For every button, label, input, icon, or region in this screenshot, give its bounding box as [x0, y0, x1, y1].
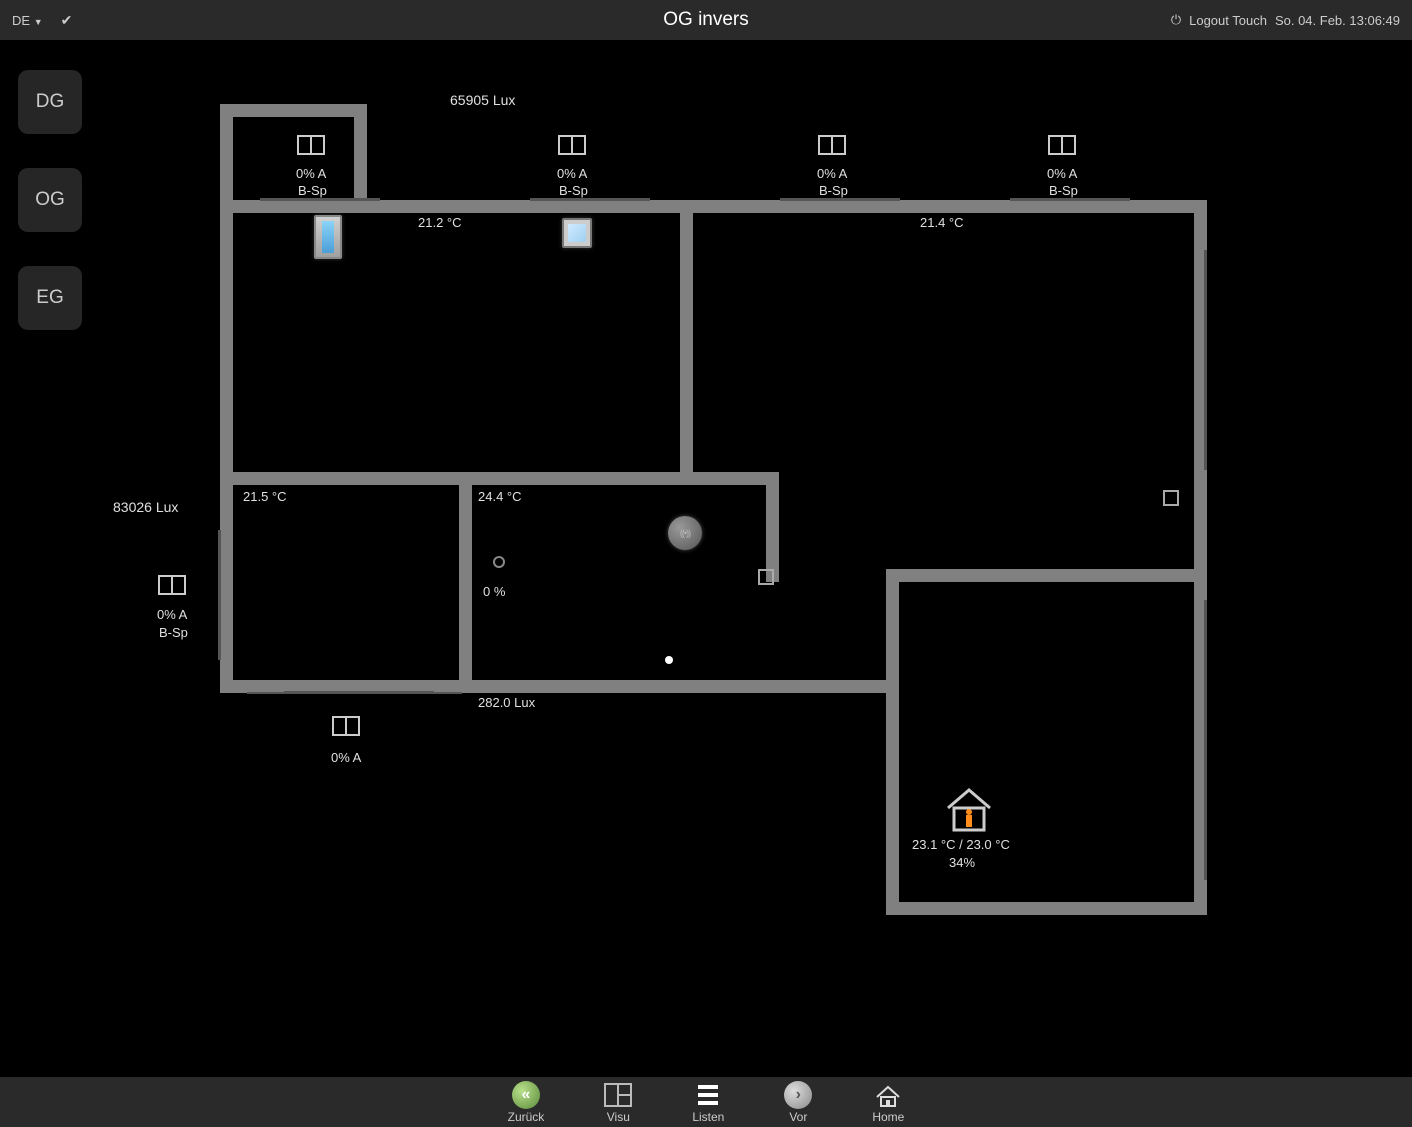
blind-icon[interactable] [158, 575, 186, 595]
bottom-nav: « Zurück Visu Listen › Vor Home [0, 1077, 1412, 1127]
blind-icon[interactable] [297, 135, 325, 155]
blind2-pct: 0% A [557, 166, 587, 181]
blind1-mode: B-Sp [298, 183, 327, 198]
door-icon[interactable] [314, 215, 342, 259]
blind6-pct: 0% A [331, 750, 361, 765]
nav-home[interactable]: Home [872, 1081, 904, 1124]
house-presence-icon[interactable] [944, 786, 994, 832]
lux-hall: 282.0 Lux [478, 695, 535, 710]
opening [1204, 600, 1207, 880]
wall [354, 104, 367, 210]
dimmer-pct: 0 % [483, 584, 505, 599]
list-icon [694, 1081, 722, 1109]
logout-link[interactable]: Logout Touch [1189, 13, 1267, 28]
opening [530, 198, 650, 201]
point-icon [665, 656, 673, 664]
floorplan-icon [604, 1081, 632, 1109]
wall [886, 569, 899, 915]
wall [766, 472, 779, 582]
blind-icon[interactable] [1048, 135, 1076, 155]
wall [459, 680, 899, 693]
window-icon[interactable] [562, 218, 592, 248]
floor-plan: 65905 Lux 0% A B-Sp 0% A B-Sp 0% A B-Sp … [0, 40, 1412, 1077]
wall [680, 200, 693, 480]
opening [780, 198, 900, 201]
temp3: 21.5 °C [243, 489, 287, 504]
wall [220, 472, 233, 692]
lux-left: 83026 Lux [113, 499, 178, 515]
power-icon[interactable]: ⏻ [1171, 12, 1181, 28]
nav-back[interactable]: « Zurück [508, 1081, 545, 1124]
blind4-mode: B-Sp [1049, 183, 1078, 198]
lux-top: 65905 Lux [450, 92, 515, 108]
switch-icon[interactable] [1163, 490, 1179, 506]
confirm-icon[interactable]: ✔ [61, 12, 73, 29]
climate-temps: 23.1 °C / 23.0 °C [912, 837, 1010, 852]
opening [260, 198, 380, 201]
dimmer-icon[interactable] [493, 556, 505, 568]
motion-sensor-icon[interactable] [668, 516, 702, 550]
temp4: 24.4 °C [478, 489, 522, 504]
blind3-mode: B-Sp [819, 183, 848, 198]
temp2: 21.4 °C [920, 215, 964, 230]
datetime: So. 04. Feb. 13:06:49 [1275, 13, 1400, 28]
wall [886, 569, 1207, 582]
lang-selector[interactable]: DE ▼ [12, 13, 43, 28]
nav-lists[interactable]: Listen [692, 1081, 724, 1124]
blind4-pct: 0% A [1047, 166, 1077, 181]
wall [220, 104, 233, 480]
blind5-mode: B-Sp [159, 625, 188, 640]
temp1: 21.2 °C [418, 215, 462, 230]
blind-icon[interactable] [818, 135, 846, 155]
switch-icon[interactable] [758, 569, 774, 585]
blind2-mode: B-Sp [559, 183, 588, 198]
home-icon [874, 1081, 902, 1109]
opening [218, 530, 221, 660]
opening [1204, 250, 1207, 470]
nav-visu[interactable]: Visu [604, 1081, 632, 1124]
blind1-pct: 0% A [296, 166, 326, 181]
wall [220, 104, 365, 117]
climate-humidity: 34% [949, 855, 975, 870]
wall [220, 200, 1207, 213]
opening [284, 691, 434, 694]
blind-icon[interactable] [558, 135, 586, 155]
wall [886, 902, 1207, 915]
nav-forward[interactable]: › Vor [784, 1081, 812, 1124]
blind5-pct: 0% A [157, 607, 187, 622]
opening [1010, 198, 1130, 201]
blind3-pct: 0% A [817, 166, 847, 181]
wall [459, 472, 472, 692]
blind-icon[interactable] [332, 716, 360, 736]
top-bar: DE ▼ ✔ OG invers ⏻ Logout Touch So. 04. … [0, 0, 1412, 40]
wall [220, 472, 779, 485]
